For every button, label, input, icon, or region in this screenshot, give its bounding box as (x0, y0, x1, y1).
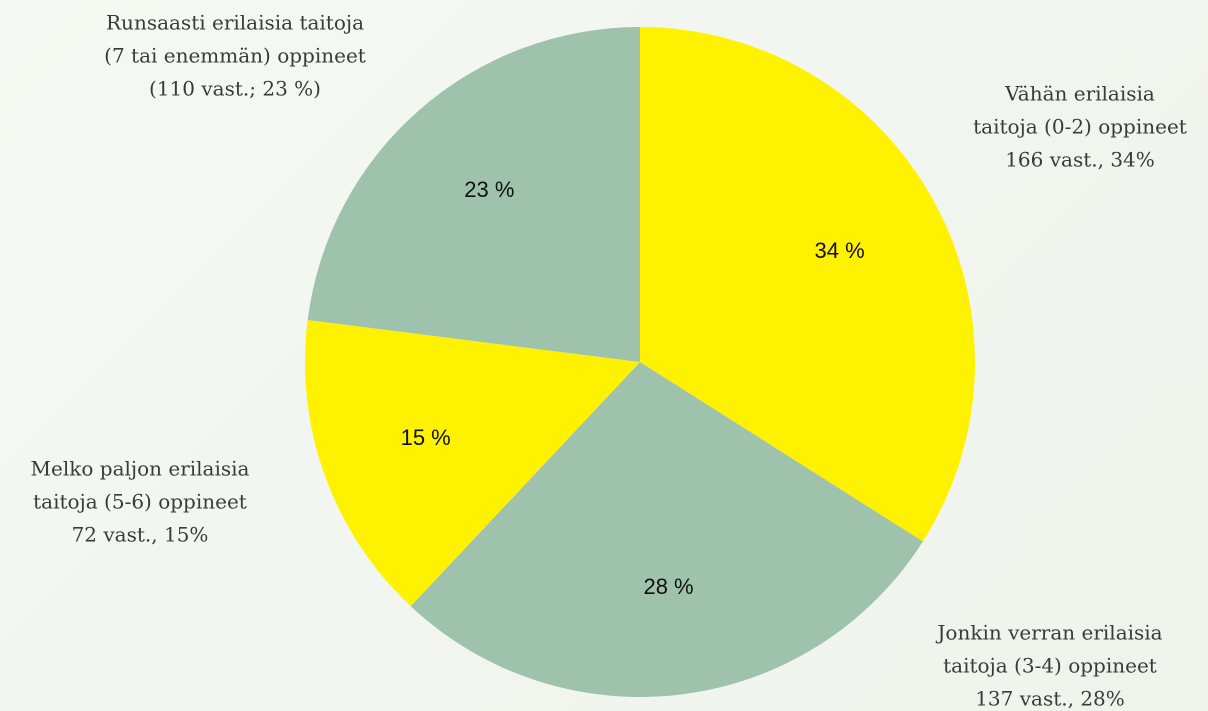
slice-label: 23 % (464, 177, 514, 202)
category-label: Jonkin verran erilaisia (935, 621, 1162, 645)
pie-slice (640, 27, 975, 542)
pie-slice (307, 27, 640, 362)
category-label: taitoja (5-6) oppineet (33, 490, 247, 514)
category-label: taitoja (3-4) oppineet (943, 654, 1157, 678)
slice-label: 15 % (401, 425, 451, 450)
pie-slice (410, 362, 923, 697)
pie-slice (305, 320, 640, 607)
slice-label: 28 % (643, 574, 693, 599)
category-label: (7 tai enemmän) oppineet (104, 44, 366, 68)
category-label: 72 vast., 15% (72, 523, 209, 547)
category-label: 166 vast., 34% (1005, 148, 1155, 172)
category-label: 137 vast., 28% (975, 687, 1125, 711)
slice-label: 34 % (815, 238, 865, 263)
category-label: taitoja (0-2) oppineet (973, 115, 1187, 139)
category-label: (110 vast.; 23 %) (149, 77, 321, 101)
category-label: Vähän erilaisia (1004, 82, 1155, 106)
category-label: Melko paljon erilaisia (31, 457, 250, 481)
category-label: Runsaasti erilaisia taitoja (106, 11, 364, 35)
